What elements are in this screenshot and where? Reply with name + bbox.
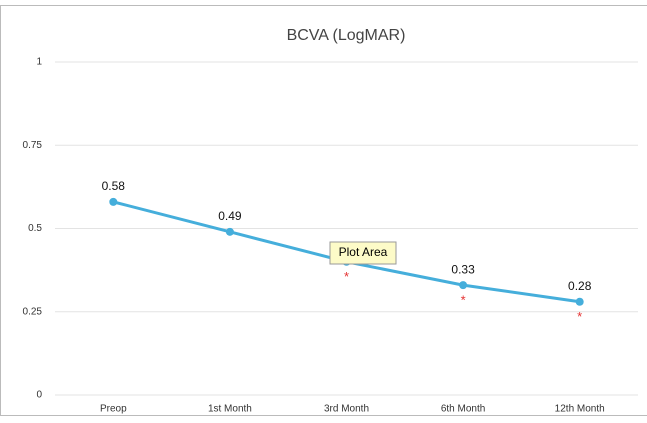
data-point [109, 197, 118, 206]
x-tick-label: 1st Month [208, 404, 252, 415]
annotation: * [344, 269, 349, 284]
data-point [575, 297, 584, 306]
x-tick-label: Preop [100, 404, 127, 415]
y-tick-label: 0.75 [23, 140, 43, 151]
tooltip-text: Plot Area [339, 245, 388, 259]
y-tick-label: 0.25 [23, 306, 43, 317]
x-tick-label: 12th Month [555, 404, 605, 415]
data-point [225, 227, 234, 236]
y-tick-label: 0 [36, 390, 42, 401]
x-tick-label: 6th Month [441, 404, 485, 415]
data-label: 0.49 [218, 209, 242, 223]
chart-title: BCVA (LogMAR) [287, 27, 406, 44]
tooltip: Plot Area [329, 241, 397, 265]
chart-frame [0, 5, 647, 416]
x-tick-label: 3rd Month [324, 404, 369, 415]
y-tick-label: 0.5 [28, 223, 42, 234]
tooltip-box [329, 241, 397, 265]
data-label: 0.28 [568, 279, 592, 293]
data-label: 0.33 [451, 262, 475, 276]
annotation: * [461, 293, 466, 308]
y-tick-label: 1 [36, 57, 42, 68]
data-label: 0.58 [102, 179, 126, 193]
data-point [459, 281, 468, 290]
annotation: * [577, 309, 582, 324]
